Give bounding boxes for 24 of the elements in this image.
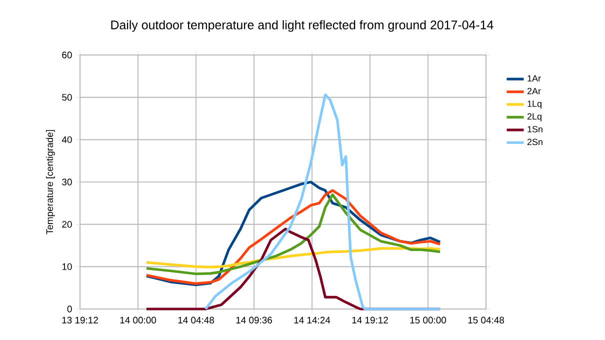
- x-tick-label: 15 00:00: [410, 316, 446, 324]
- x-tick-label: 14 04:48: [178, 316, 214, 324]
- y-tick-label: 0: [67, 306, 72, 312]
- legend-label: 1Lq: [528, 100, 542, 109]
- legend-label: 2Lq: [527, 113, 542, 122]
- y-axis-title: Temperature [centigrade]: [46, 130, 55, 234]
- y-tick-label: 20: [62, 220, 72, 228]
- y-tick-label: 30: [62, 178, 72, 186]
- x-tick-label: 15 04:48: [468, 316, 504, 324]
- legend-label: 1Sn: [528, 126, 542, 132]
- line-series: [204, 94, 442, 310]
- y-tick-label: 50: [62, 94, 72, 101]
- x-tick-label: 14 19:12: [352, 316, 388, 324]
- y-tick-label: 10: [62, 263, 72, 270]
- legend-label: 1Ar: [528, 75, 541, 82]
- x-tick-label: 14 00:00: [120, 316, 156, 324]
- y-tick-label: 60: [62, 52, 72, 58]
- x-tick-label: 14 09:36: [236, 316, 272, 324]
- y-tick-label: 40: [62, 136, 72, 144]
- legend-label: 2Ar: [527, 88, 541, 94]
- legend-label: 2Sn: [527, 138, 542, 146]
- x-tick-label: 13 19:12: [62, 316, 98, 324]
- x-tick-label: 14 14:24: [294, 316, 330, 324]
- chart-title: Daily outdoor temperature and light reflected from ground 2017-04-14: [111, 20, 494, 32]
